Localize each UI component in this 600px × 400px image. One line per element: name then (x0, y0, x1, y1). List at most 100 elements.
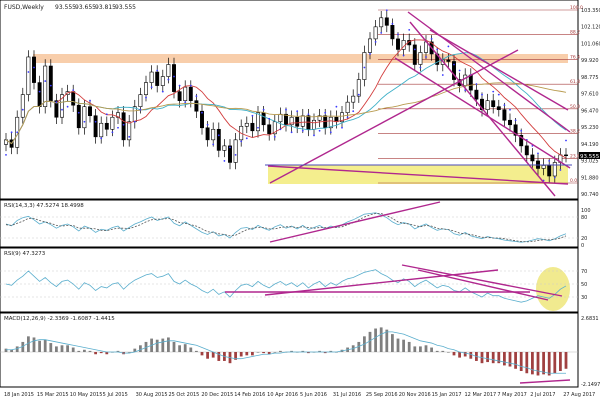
psar-dot (173, 75, 175, 78)
candle-body (149, 71, 154, 83)
rsi-panel[interactable]: RSI(9) 47.3273 70 50 30 (0, 247, 587, 313)
candle-body (26, 56, 31, 95)
candle-body (524, 145, 529, 156)
psar-dot (447, 45, 450, 48)
candle-body (278, 113, 283, 123)
candle-body (155, 71, 160, 86)
fib-level-label: 88.2 (570, 30, 580, 36)
osc1-series-line (5, 212, 567, 243)
psar-dot (329, 131, 332, 134)
psar-dot (565, 139, 567, 142)
candle-body (547, 165, 552, 177)
psar-dot (72, 89, 75, 92)
candle-body (396, 38, 400, 50)
candle-body (373, 26, 378, 40)
macd-tick-label: -2.1497 (581, 382, 600, 388)
candle-body (272, 121, 277, 135)
psar-dot (341, 126, 343, 129)
candle-body (138, 94, 143, 107)
macd-bar (167, 337, 170, 352)
time-axis-label: 5 Jul 2015 (103, 392, 128, 398)
candle-body (205, 127, 210, 141)
psar-dot (156, 69, 159, 72)
candle-body (188, 86, 193, 101)
macd-bar (38, 340, 41, 352)
psar-dot (89, 99, 91, 102)
candle-body (233, 139, 238, 163)
macd-bar (318, 350, 321, 352)
psar-dot (509, 108, 511, 111)
macd-bar (161, 338, 165, 352)
candle-body (116, 112, 120, 118)
psar-dot (44, 80, 47, 82)
candle-body (312, 119, 316, 130)
macd-bar (10, 349, 13, 352)
fib-level-label: 0.0 (570, 178, 577, 184)
psar-dot (212, 143, 215, 146)
candle-body (502, 109, 507, 121)
macd-bar (413, 346, 417, 352)
candle-body (132, 106, 137, 123)
macd-bar (486, 352, 489, 363)
time-axis-label: 30 Aug 2015 (136, 392, 168, 398)
psar-dot (201, 111, 203, 114)
price-panel[interactable]: 100.0 88.2 76.4 61.8 50.0 38.2 23.6 0.0 FUSD,We… (0, 0, 600, 200)
price-tick-label: 95.230 (581, 125, 599, 131)
candle-body (362, 52, 367, 80)
price-ohlc-close: 93.555 (115, 4, 136, 11)
macd-bar (385, 329, 389, 352)
fib-level-label: 23.6 (570, 153, 580, 159)
candle-body (121, 112, 126, 141)
candle-body (345, 101, 350, 114)
macd-tick-label: 2.6831 (581, 316, 599, 322)
rsi-frame (0, 247, 579, 313)
candle-body (519, 135, 524, 147)
psar-dot (245, 137, 248, 140)
time-axis-label: 18 Jan 2015 (4, 392, 34, 398)
macd-panel[interactable]: MACD(12,26,9) -2.3369 -1.6087 -1.4415 2.… (0, 312, 600, 388)
candle-body (144, 82, 148, 95)
psar-dot (178, 84, 181, 87)
psar-dot (117, 126, 119, 129)
psar-dot (481, 93, 483, 96)
candle-body (491, 100, 496, 107)
price-tick-label: 103.350 (581, 8, 600, 14)
candle-body (485, 100, 490, 111)
macd-bar (491, 352, 495, 364)
psar-dot (324, 111, 327, 114)
psar-dot (553, 176, 556, 179)
candle-body (110, 116, 115, 130)
rsi-trendline-2 (264, 269, 499, 296)
psar-dot (357, 93, 360, 96)
candle-body (250, 122, 255, 132)
psar-dot (10, 131, 13, 134)
psar-dot (436, 48, 439, 51)
time-axis-label: 15 Jan 2017 (432, 392, 462, 398)
resistance-zone (33, 54, 568, 63)
candle-body (43, 65, 48, 107)
psar-dot (537, 152, 539, 155)
macd-bar (116, 350, 120, 352)
macd-bar (435, 350, 439, 352)
rsi-stoch-frame (0, 199, 579, 248)
candle-body (104, 122, 109, 130)
psar-dot (520, 129, 523, 132)
psar-dot (492, 90, 495, 93)
candle-body (480, 98, 484, 111)
psar-dot (16, 131, 19, 134)
macd-bar (15, 346, 19, 352)
macd-bar (323, 352, 327, 354)
fib-level-label: 61.8 (570, 79, 580, 85)
candle-body (71, 91, 76, 106)
candle-body (564, 154, 568, 157)
rsi-trendlines (225, 264, 563, 301)
psar-dot (5, 154, 7, 156)
macd-bar (32, 337, 36, 352)
candle-body (368, 38, 372, 53)
candle-body (216, 128, 221, 151)
psar-dot (279, 128, 282, 131)
candle-body (418, 52, 423, 65)
